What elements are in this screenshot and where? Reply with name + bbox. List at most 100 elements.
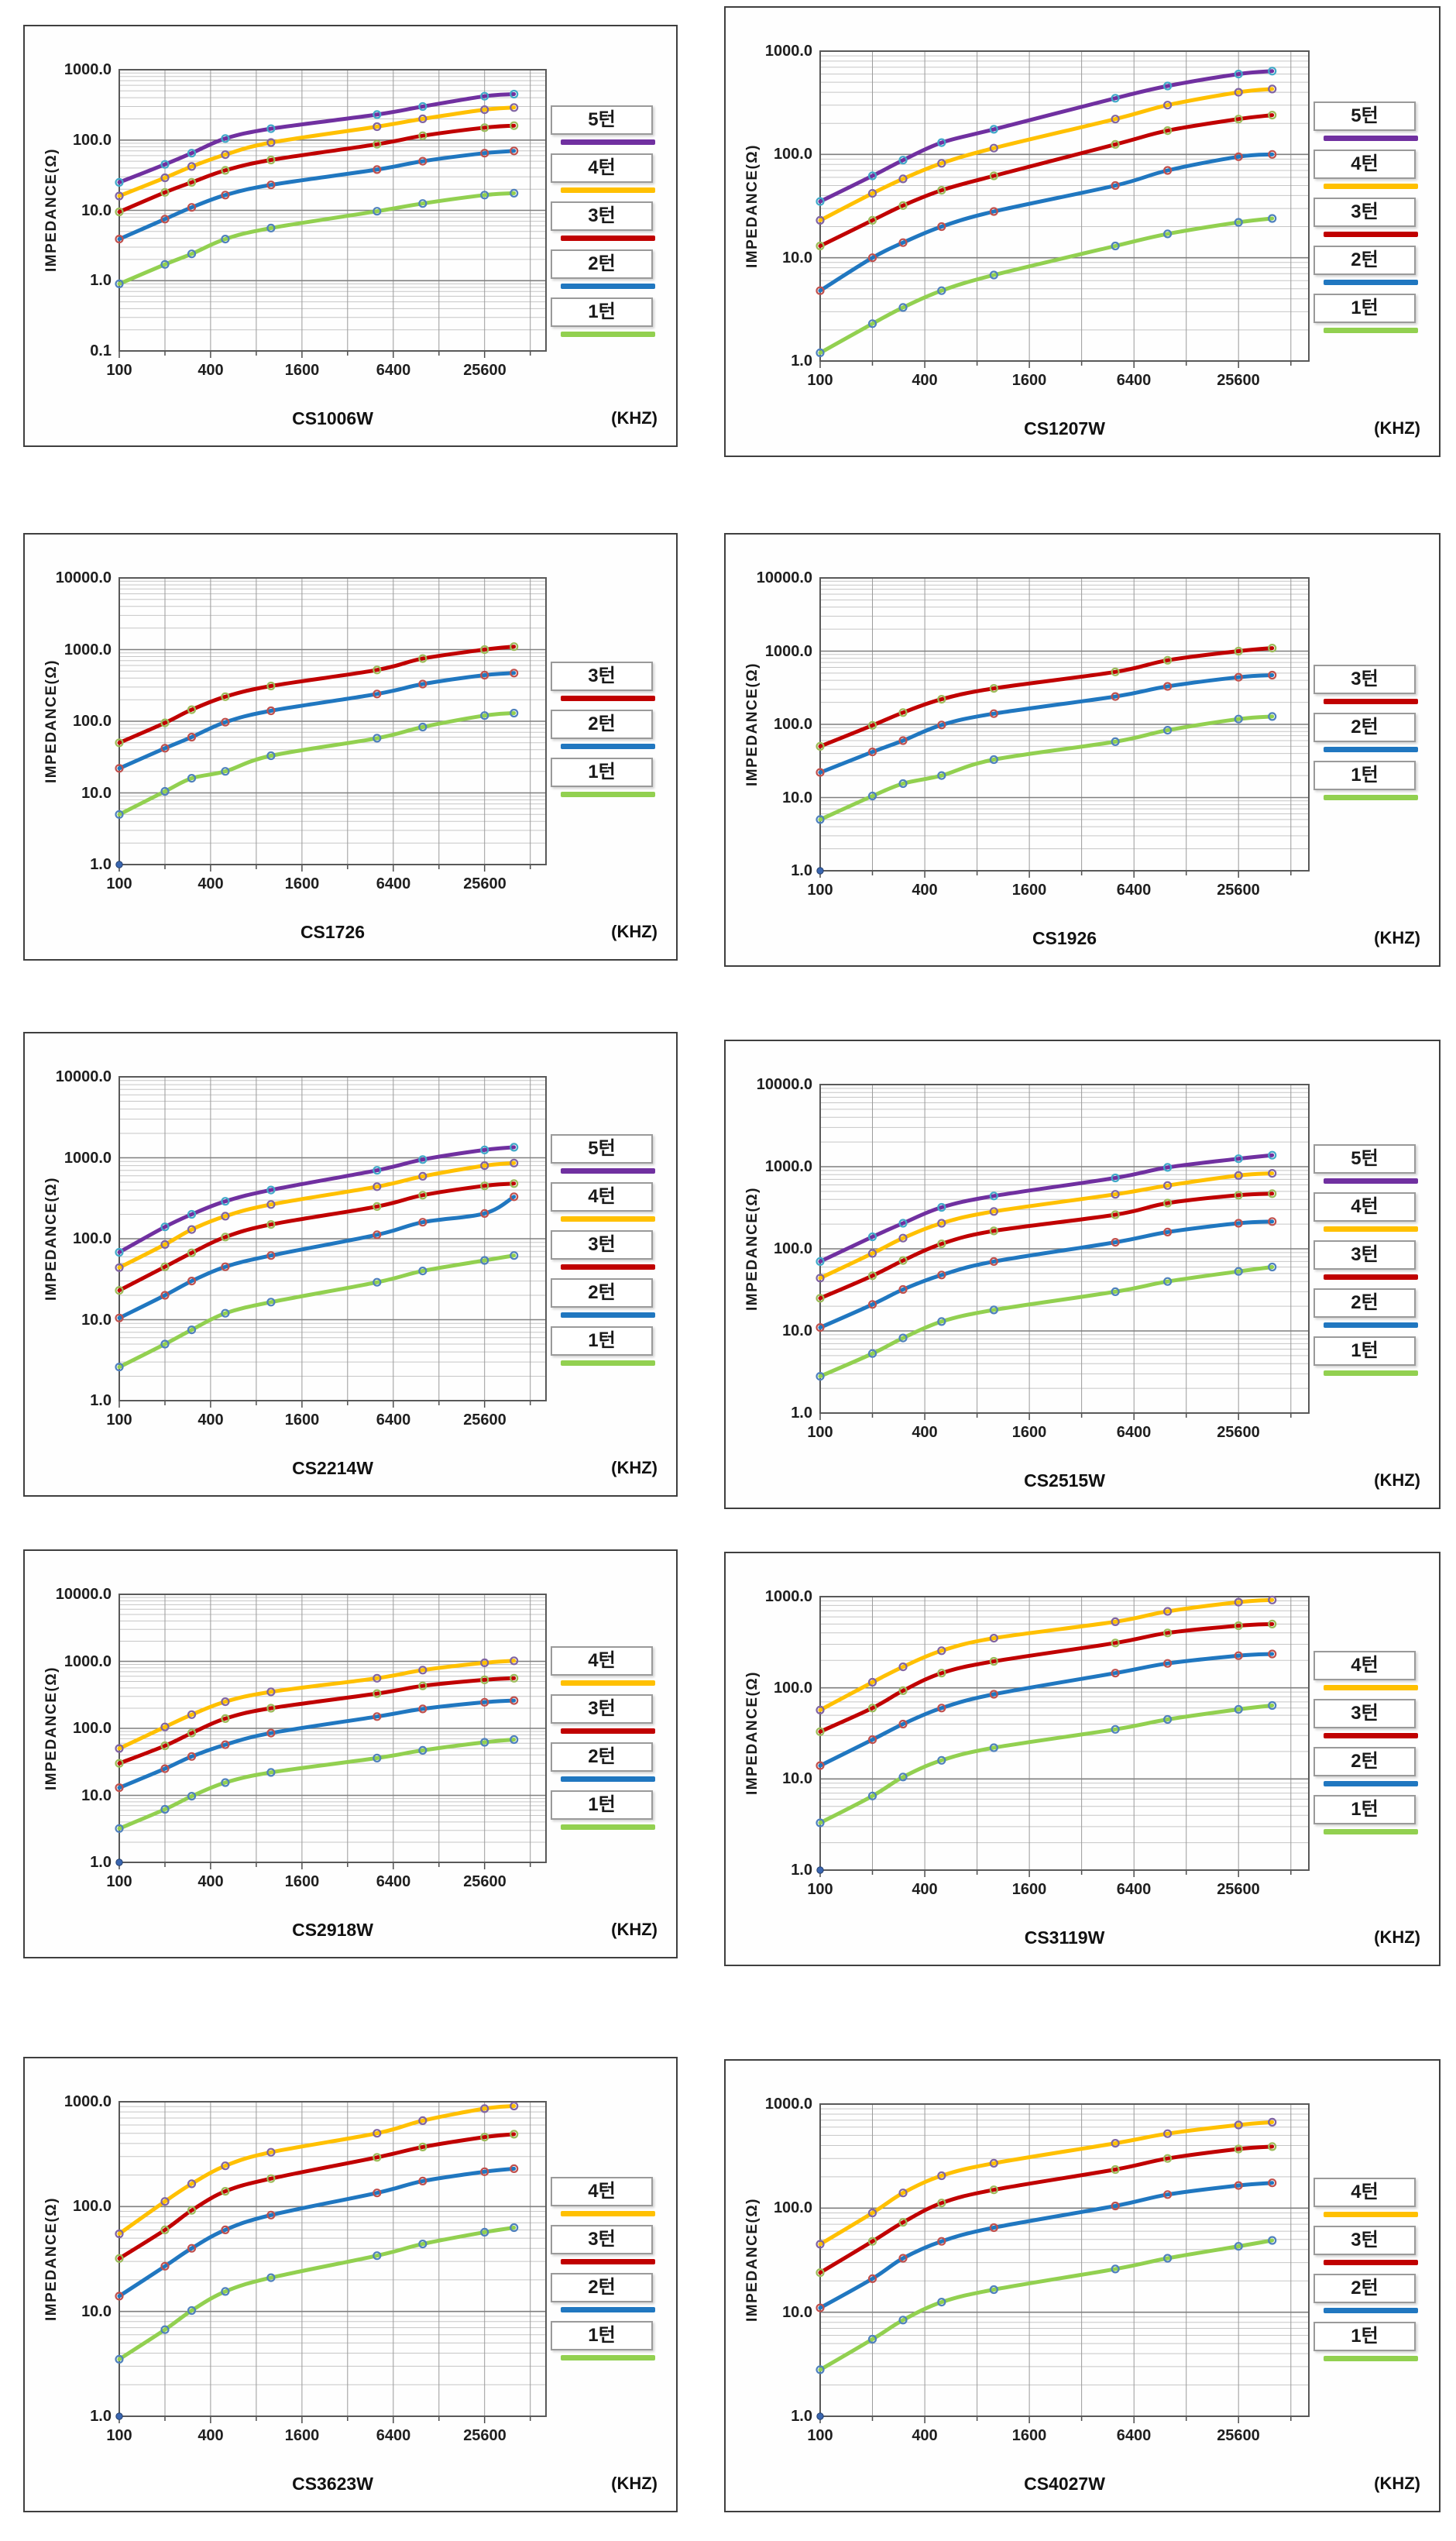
legend-item-label: 4턴: [1313, 150, 1416, 179]
series-markers-2턴: [115, 146, 519, 244]
plot-area-CS3119W: [816, 1595, 1310, 1877]
legend-item-label: 3턴: [1313, 1699, 1416, 1728]
legend-color-swatch: [1324, 1829, 1418, 1834]
plot-area-CS1926: [816, 577, 1310, 878]
series-line-2턴: [818, 1219, 1275, 1330]
legend-item-label: 3턴: [1313, 665, 1416, 694]
series-line-2턴: [117, 671, 517, 771]
series-line-3턴: [117, 1676, 517, 1766]
plot-area-CS3623W: [115, 2101, 547, 2423]
series-markers-5턴: [816, 67, 1277, 206]
series-line-1턴: [818, 1265, 1275, 1379]
chart-panel-CS3119W: IMPEDANCE(Ω) 1.0 10.0 100.0 1000.0 100 400 1600…: [724, 1552, 1441, 1966]
legend-item-label: 2턴: [1313, 246, 1416, 275]
legend-color-swatch: [561, 2355, 655, 2360]
legend-item-label: 3턴: [551, 662, 653, 691]
series-markers-2턴: [816, 670, 1277, 777]
plot-border: [819, 1596, 1310, 1871]
legend-item-label: 5턴: [551, 105, 653, 135]
series-line-1턴: [818, 216, 1275, 355]
legend-color-swatch: [561, 284, 655, 289]
x-axis-ticks: [819, 361, 1292, 368]
x-tick-label: 400: [197, 875, 224, 892]
x-tick-label: 400: [197, 1873, 224, 1890]
x-tick-label: 1600: [1011, 2427, 1047, 2444]
legend-item-label: 3턴: [1313, 2226, 1416, 2255]
plot-area-CS4027W: [816, 2103, 1310, 2423]
y-tick-label: 10.0: [81, 1787, 112, 1804]
y-tick-label: 10000.0: [55, 569, 112, 586]
x-tick-label: 25600: [1217, 372, 1260, 389]
legend-color-swatch: [561, 1312, 655, 1318]
legend-color-swatch: [561, 139, 655, 145]
x-tick-label: 400: [197, 2427, 224, 2444]
legend-item-label: 4턴: [1313, 2178, 1416, 2207]
series-line-2턴: [818, 1652, 1275, 1768]
series-line-2턴: [117, 149, 517, 242]
y-tick-label: 100.0: [72, 1720, 112, 1737]
y-tick-label: 1.0: [791, 862, 812, 879]
series-line-3턴: [818, 1621, 1275, 1734]
origin-marker-dot: [816, 2412, 824, 2420]
legend-item-label: 1턴: [551, 297, 653, 327]
legend-color-swatch: [1324, 1733, 1418, 1738]
legend-item-label: 1턴: [1313, 2322, 1416, 2351]
x-tick-label: 6400: [376, 875, 411, 892]
legend-color-swatch: [561, 744, 655, 749]
origin-marker-dot: [115, 1858, 123, 1866]
series-markers-4턴: [816, 84, 1277, 225]
x-tick-label: 6400: [376, 1411, 411, 1429]
origin-marker-dot: [816, 867, 824, 875]
legend-item-label: 1턴: [1313, 294, 1416, 323]
series-line-3턴: [117, 645, 517, 745]
chart-title: CS3623W: [292, 2474, 373, 2494]
legend-item-label: 5턴: [551, 1134, 653, 1164]
y-axis-label: IMPEDANCE(Ω): [744, 2198, 761, 2323]
plot-border: [819, 50, 1310, 362]
legend-color-swatch: [1324, 184, 1418, 189]
legend-color-swatch: [561, 792, 655, 797]
legend-item-label: 1턴: [1313, 1336, 1416, 1366]
legend-item-label: 2턴: [1313, 1747, 1416, 1776]
legend-item-label: 5턴: [1313, 1144, 1416, 1174]
legend: 4턴 3턴 2턴 1턴: [551, 2177, 655, 2369]
decade-gridlines: [820, 50, 1309, 362]
y-tick-label: 100.0: [773, 716, 812, 733]
y-tick-label: 1000.0: [764, 2096, 812, 2113]
y-tick-label: 1000.0: [764, 643, 812, 660]
x-tick-label: 100: [106, 1873, 132, 1890]
x-tick-label: 400: [197, 362, 224, 379]
y-tick-label: 10.0: [81, 2303, 112, 2320]
y-tick-label: 10000.0: [55, 1068, 112, 1085]
y-tick-label: 1.0: [791, 2408, 812, 2425]
plot-border: [118, 1594, 547, 1863]
x-tick-label: 1600: [1011, 1424, 1047, 1441]
legend-color-swatch: [1324, 232, 1418, 237]
series-markers-2턴: [816, 1649, 1277, 1770]
chart-panel-CS2515W: IMPEDANCE(Ω) 1.0 10.0 100.0 1000.0 10000.0 100…: [724, 1040, 1441, 1509]
y-tick-label: 100.0: [773, 1240, 812, 1257]
y-tick-label: 100.0: [72, 132, 112, 149]
y-tick-label: 0.1: [90, 342, 112, 359]
plot-border: [118, 1076, 547, 1401]
plot-border: [819, 577, 1310, 872]
origin-marker-dot: [816, 1866, 824, 1874]
minor-gridlines: [119, 1080, 546, 1377]
plot-border: [118, 2101, 547, 2417]
series-markers-5턴: [816, 1150, 1277, 1266]
series-line-3턴: [117, 1181, 517, 1293]
y-tick-label: 1.0: [791, 352, 812, 370]
legend-item-label: 1턴: [1313, 1795, 1416, 1824]
y-tick-label: 1.0: [791, 1862, 812, 1879]
legend: 5턴 4턴 3턴 2턴 1턴: [551, 105, 655, 346]
plot-area-CS1006W: [115, 69, 547, 358]
legend-color-swatch: [561, 1216, 655, 1222]
series-line-3턴: [117, 123, 517, 215]
legend-color-swatch: [1324, 1178, 1418, 1184]
series-markers-3턴: [115, 1179, 519, 1295]
series-markers-2턴: [816, 1217, 1277, 1332]
minor-gridlines: [820, 580, 1309, 850]
legend: 4턴 3턴 2턴 1턴: [1313, 2178, 1418, 2370]
x-tick-label: 1600: [284, 875, 320, 892]
series-markers-2턴: [115, 1696, 519, 1793]
